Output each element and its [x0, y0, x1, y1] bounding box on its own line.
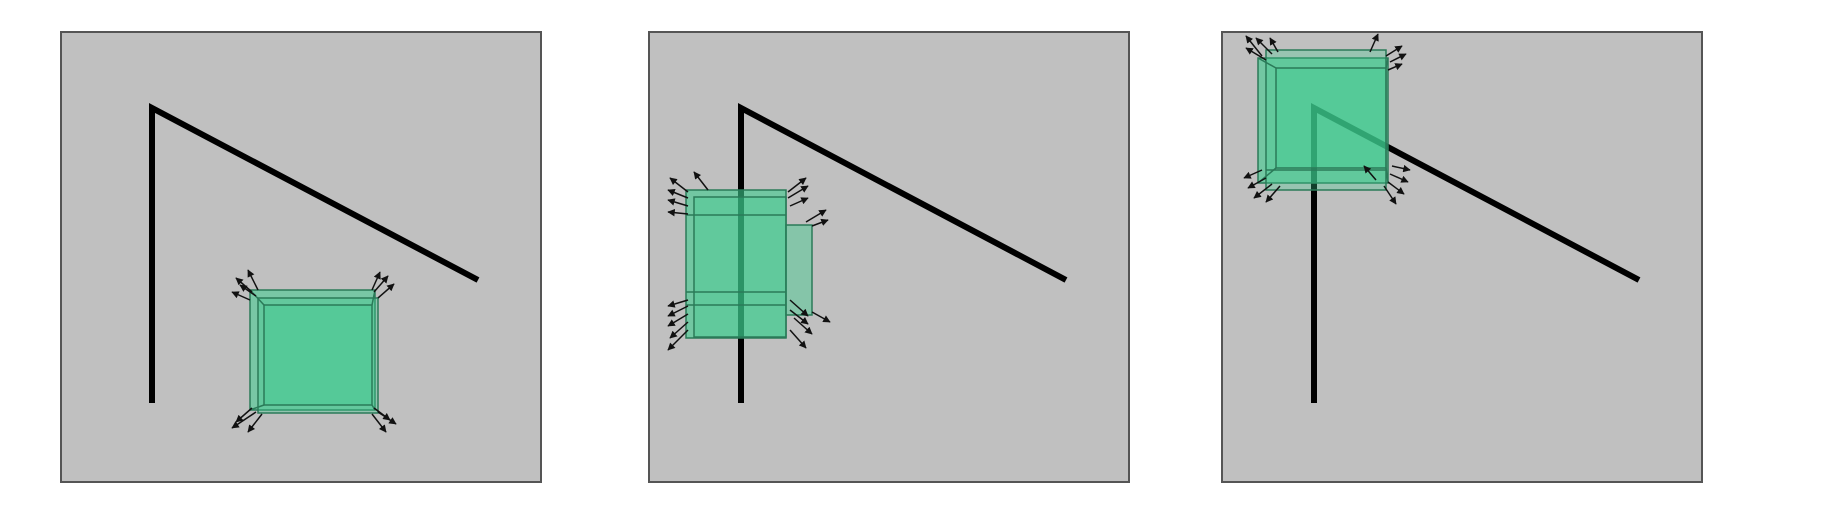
panel-1-background [60, 31, 542, 483]
panel-1 [60, 31, 542, 483]
panel-3 [1221, 31, 1703, 483]
panel-1-arrows [231, 269, 397, 433]
panel-3-arrows [1243, 33, 1411, 205]
panel-3-box [1257, 49, 1389, 191]
panel-1-box [249, 289, 379, 414]
panel-1-walls [149, 103, 480, 403]
panel-2 [648, 31, 1130, 483]
panel-2-arrows [667, 171, 831, 351]
panel-2-box [685, 189, 813, 339]
